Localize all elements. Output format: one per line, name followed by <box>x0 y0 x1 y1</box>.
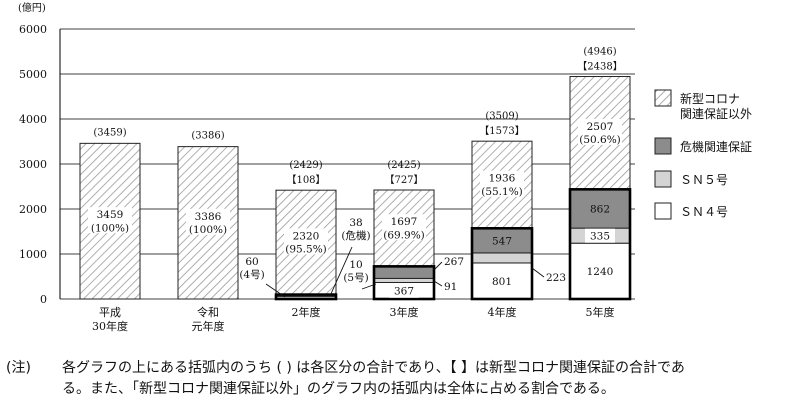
callout-label: 267 <box>444 256 464 268</box>
segment-label-bg <box>186 208 230 235</box>
segment-label: 1240 <box>587 266 614 278</box>
legend-label: 新型コロナ関連保証以外 <box>680 91 752 121</box>
corona-total-label: 【2438】 <box>577 61 622 73</box>
y-tick-label: 5000 <box>19 68 47 81</box>
legend-swatch <box>654 89 672 107</box>
legend-label: ＳＮ４号 <box>680 205 728 219</box>
segment-label-bg <box>382 214 426 241</box>
callout-leader <box>433 280 443 287</box>
callout-leader <box>361 283 377 290</box>
corona-total-label: 【108】 <box>286 174 325 186</box>
category-label: 2年度 <box>292 305 321 319</box>
bar-segment-crisis <box>373 265 435 279</box>
y-tick-label: 0 <box>40 293 47 306</box>
callout-leader <box>433 261 443 271</box>
segment-label-bg <box>578 118 622 145</box>
segment-label-bg <box>88 207 132 234</box>
corona-outline <box>568 188 632 301</box>
y-tick-label: 2000 <box>19 203 47 216</box>
segment-label: 801 <box>492 276 512 288</box>
corona-outline <box>470 227 534 301</box>
y-axis: 0 1000 2000 3000 4000 5000 6000 (億円) <box>18 1 61 306</box>
y-unit-label: (億円) <box>18 1 46 14</box>
segment-label-bg <box>585 228 615 243</box>
bar-segment-crisis <box>569 188 631 229</box>
segment-label-bg <box>585 264 615 279</box>
segment-label: 862 <box>590 204 610 216</box>
legend-swatch <box>654 137 672 155</box>
data-labels: (3459) 平成 30年度 (3386) 令和元年度 (2429) 【108】 2年度 (24… <box>88 47 623 333</box>
chart: 0 1000 2000 3000 4000 5000 6000 (億円) (3459) 平成 30… <box>18 1 752 333</box>
segment-label: 3386 (100%) <box>189 211 227 236</box>
legend-label: 危機関連保証 <box>680 139 752 154</box>
corona-outline <box>274 293 338 301</box>
corona-total-label: 【1573】 <box>479 125 524 137</box>
total-label: (2425) <box>387 160 420 171</box>
total-label: (4946) <box>583 47 616 58</box>
segment-label: 2320 (95.5%) <box>285 230 327 255</box>
callout-label: 91 <box>444 281 457 293</box>
category-label: 平成 30年度 <box>92 306 128 333</box>
legend-label: ＳＮ５号 <box>680 173 728 187</box>
segment-label: 1697 (69.9%) <box>383 216 425 241</box>
segment-label: 335 <box>590 231 610 243</box>
segment-label: 1936 (55.1%) <box>481 173 523 198</box>
footnote-line-1: 各グラフの上にある括弧内のうち ( ) は各区分の合計であり、【 】は新型コロナ… <box>62 360 685 376</box>
callout-label: 223 <box>546 272 566 284</box>
legend-swatch <box>654 202 672 220</box>
category-label: 令和元年度 <box>192 305 225 333</box>
legend-swatch <box>654 170 672 188</box>
bar-segment-sn5 <box>373 277 435 283</box>
callout-label: 60 (4号) <box>239 256 264 281</box>
segment-label-bg <box>487 273 517 288</box>
bar-segment-crisis <box>471 227 533 254</box>
y-tick-label: 6000 <box>19 23 47 36</box>
segment-label: 3459 (100%) <box>91 209 129 234</box>
category-label: 3年度 <box>390 305 419 319</box>
y-tick-label: 3000 <box>19 158 47 171</box>
segment-label: 367 <box>394 286 414 298</box>
callout-leader <box>531 267 545 278</box>
segment-label-bg <box>480 170 524 197</box>
footnote-line-2: る。また、「新型コロナ関連保証以外」のグラフ内の括弧内は全体に占める割合である。 <box>62 381 615 397</box>
total-label: (3459) <box>93 127 126 138</box>
bar-segment-sn5 <box>471 252 533 264</box>
total-label: (3509) <box>485 111 518 122</box>
category-label: 4年度 <box>488 305 517 319</box>
callouts: 60 (4号) 38 (危機) 10 (5号) 267 91 223 <box>239 217 566 298</box>
callout-label: 10 (5号) <box>343 259 368 284</box>
corona-outline <box>372 265 436 301</box>
segment-label-bg <box>284 228 328 255</box>
category-label: 5年度 <box>586 305 615 319</box>
total-label: (3386) <box>191 131 224 142</box>
segment-label: 2507 (50.6%) <box>579 121 621 146</box>
total-label: (2429) <box>289 160 322 171</box>
y-tick-label: 1000 <box>19 248 47 261</box>
callout-label: 38 (危機) <box>341 217 370 242</box>
callout-leader <box>329 246 353 297</box>
y-tick-label: 4000 <box>19 113 47 126</box>
footnote: (注) 各グラフの上にある括弧内のうち ( ) は各区分の合計であり、【 】は新型… <box>6 358 796 400</box>
segment-label-bg <box>389 283 419 298</box>
footnote-prefix: (注) <box>6 360 31 376</box>
callout-leader <box>265 283 286 298</box>
corona-total-label: 【727】 <box>384 174 423 186</box>
segment-label: 547 <box>492 236 512 248</box>
gridlines <box>60 28 635 300</box>
